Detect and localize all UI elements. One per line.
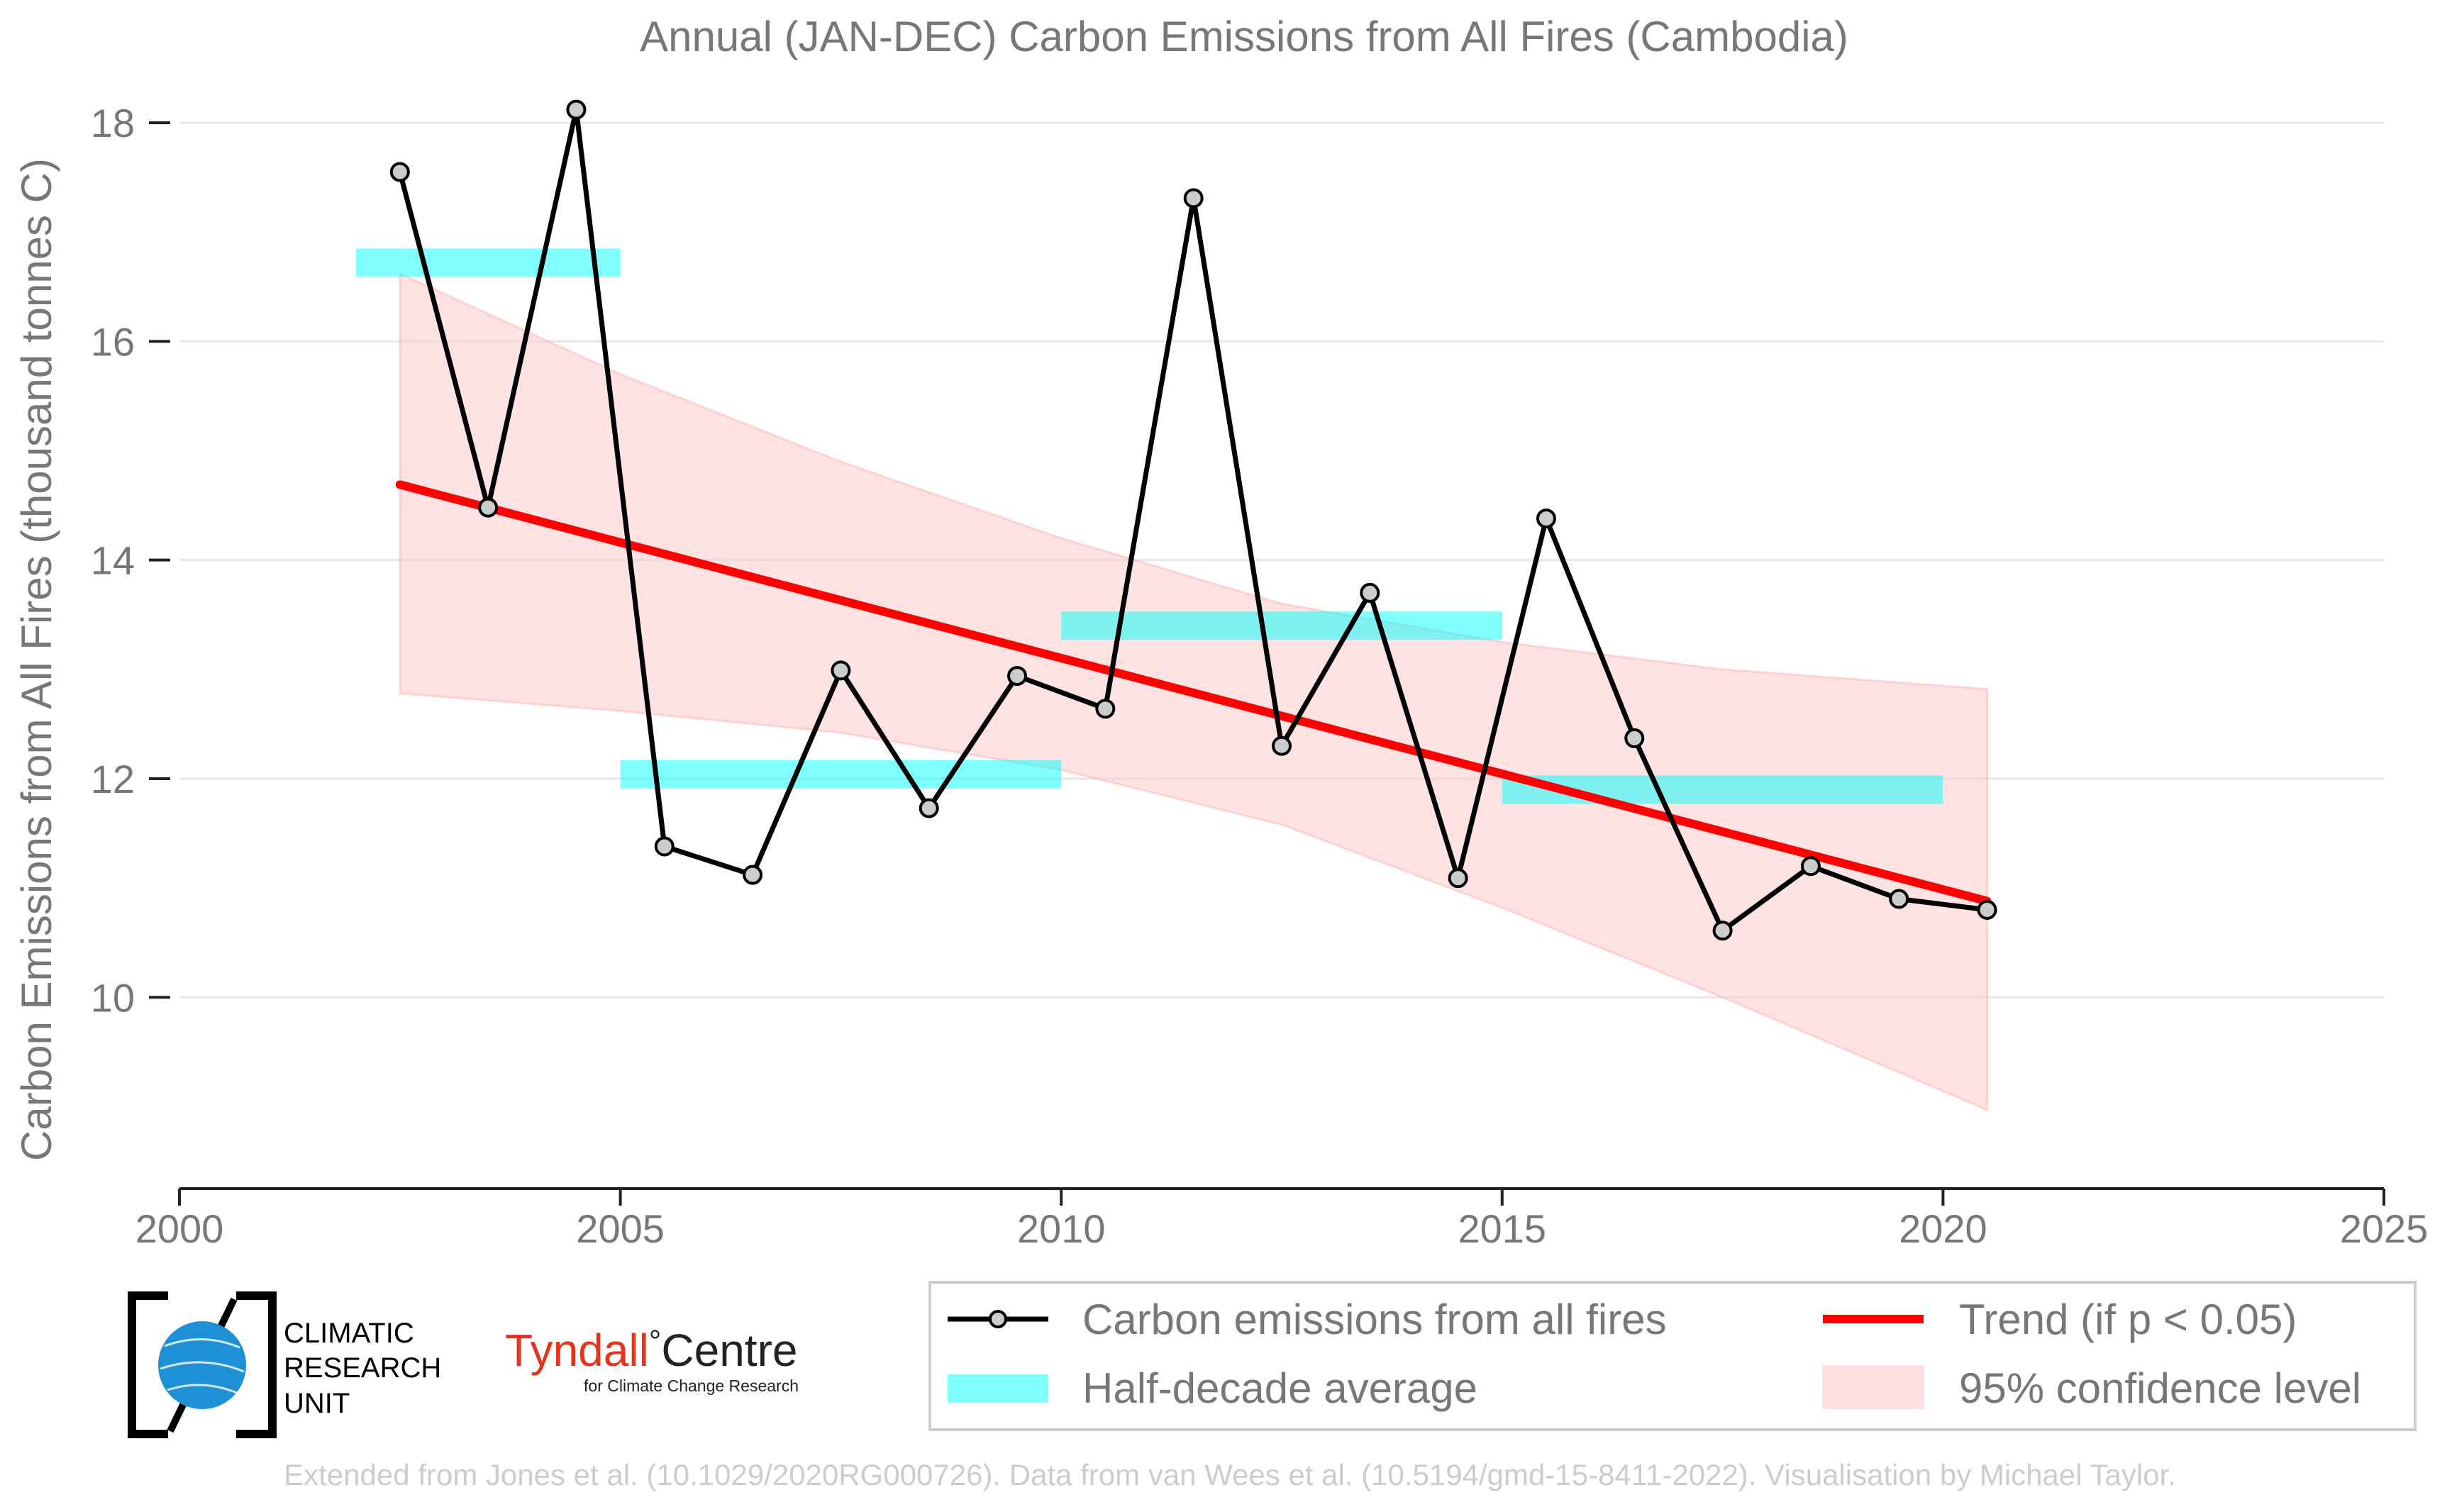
half-decade-average-bars	[355, 248, 1943, 804]
tyndall-logo: Tyndall°Centre for Climate Change Resear…	[505, 1324, 799, 1395]
data-point-2020.5	[1977, 899, 1997, 920]
trend-line	[395, 480, 1992, 906]
y-tick-label-12: 12	[91, 757, 135, 801]
cru-logo-frame	[128, 1291, 277, 1438]
y-tick-label-16: 16	[91, 319, 135, 364]
data-point-2017.5	[1712, 921, 1733, 941]
data-point-2002.5	[389, 162, 410, 182]
chart-title: Annual (JAN-DEC) Carbon Emissions from A…	[640, 13, 1848, 60]
tyndall-degree: °	[649, 1324, 662, 1359]
x-tick-label-2020: 2020	[1899, 1206, 1987, 1251]
tyndall-logo-title: Tyndall°Centre	[505, 1324, 797, 1376]
y-axis-label: Carbon Emissions from All Fires (thousan…	[13, 158, 60, 1161]
globe-icon-lines	[160, 1338, 245, 1394]
data-point-2004.5	[566, 99, 587, 120]
data-point-2010.5	[1095, 699, 1116, 719]
x-tick-label-2010: 2010	[1017, 1206, 1106, 1251]
data-point-2009.5	[1007, 666, 1028, 686]
data-point-2018.5	[1800, 856, 1821, 877]
legend-swatch-confidence	[1822, 1365, 1924, 1409]
legend-frame	[928, 1281, 2417, 1431]
tyndall-centre: Centre	[661, 1325, 797, 1376]
legend-label-emissions: Carbon emissions from all fires	[1082, 1296, 1667, 1343]
data-point-2007.5	[831, 660, 851, 681]
data-point-2016.5	[1624, 728, 1645, 748]
y-tick-label-10: 10	[91, 975, 135, 1020]
y-tick-label-18: 18	[91, 101, 135, 145]
half-decade-bar-0	[355, 248, 621, 277]
data-point-2013.5	[1360, 582, 1380, 603]
legend-swatch-half-decade	[948, 1374, 1048, 1403]
legend: Carbon emissions from all fires Trend (i…	[928, 1281, 2417, 1431]
tyndall-name: Tyndall	[505, 1325, 649, 1376]
x-tick-label-2005: 2005	[576, 1206, 665, 1251]
legend-label-confidence: 95% confidence level	[1959, 1364, 2361, 1412]
x-tick-label-2025: 2025	[2340, 1206, 2429, 1251]
x-tick-label-2015: 2015	[1458, 1206, 1547, 1251]
legend-item-confidence: 95% confidence level	[1822, 1364, 2361, 1412]
cru-logo-line-3: UNIT	[284, 1388, 350, 1419]
data-point-2003.5	[478, 497, 499, 518]
x-axis: 2000 2005 2010 2015 2020 2025	[135, 1187, 2429, 1251]
data-point-2006.5	[743, 865, 763, 885]
data-point-2015.5	[1536, 508, 1556, 529]
cru-logo: CLIMATIC RESEARCH UNIT	[128, 1291, 441, 1438]
cru-logo-line-2: RESEARCH	[284, 1352, 441, 1384]
data-point-2012.5	[1272, 735, 1292, 756]
legend-item-half-decade: Half-decade average	[948, 1364, 1477, 1412]
legend-label-trend: Trend (if p < 0.05)	[1959, 1296, 2297, 1343]
data-point-2005.5	[654, 836, 675, 857]
legend-label-half-decade: Half-decade average	[1082, 1364, 1477, 1412]
emissions-series	[389, 99, 1997, 941]
footer-credit: Extended from Jones et al. (10.1029/2020…	[284, 1458, 2176, 1491]
data-point-2008.5	[919, 798, 939, 818]
half-decade-bar-2	[1061, 611, 1502, 640]
y-axis-ticks: 10 12 14 16 18	[91, 101, 170, 1020]
data-point-2014.5	[1448, 868, 1468, 889]
x-tick-label-2000: 2000	[135, 1206, 224, 1251]
half-decade-bar-1	[620, 760, 1062, 789]
legend-swatch-emissions-marker	[989, 1310, 1007, 1328]
data-point-2019.5	[1889, 889, 1909, 909]
cru-logo-line-1: CLIMATIC	[284, 1318, 414, 1349]
tyndall-logo-subtitle: for Climate Change Research	[584, 1377, 799, 1395]
data-point-2011.5	[1183, 188, 1204, 209]
legend-item-emissions: Carbon emissions from all fires	[948, 1296, 1667, 1343]
legend-item-trend: Trend (if p < 0.05)	[1823, 1296, 2297, 1343]
y-tick-label-14: 14	[91, 538, 135, 583]
trend-line-segment	[395, 480, 1992, 906]
